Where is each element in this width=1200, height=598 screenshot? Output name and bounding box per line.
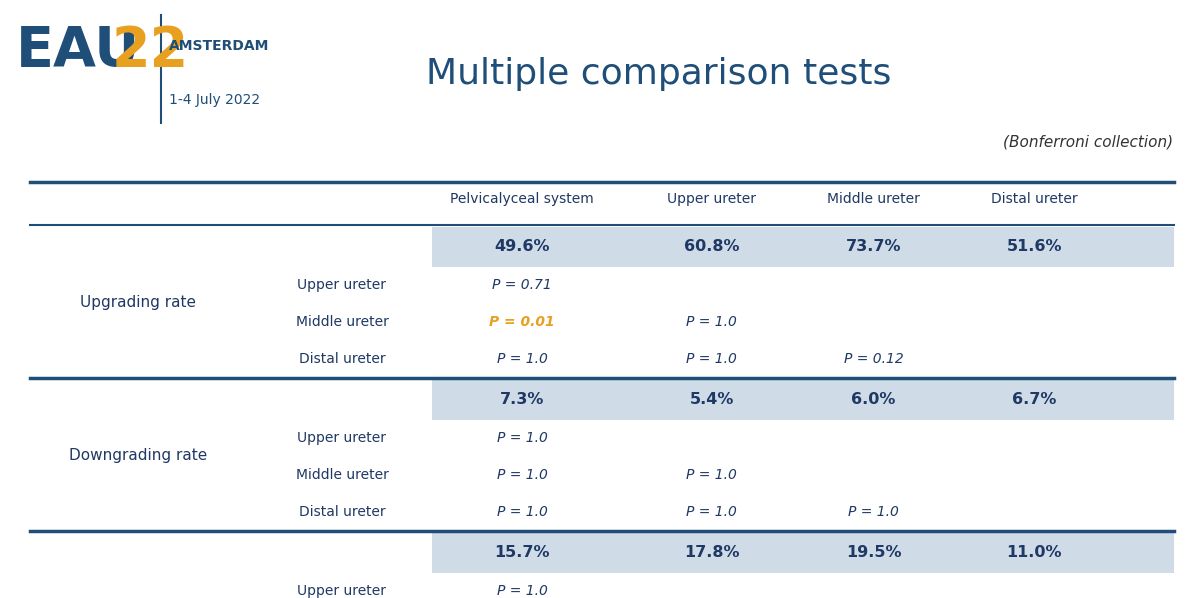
Text: P = 1.0: P = 1.0 [497, 468, 547, 483]
Text: EAU: EAU [16, 24, 140, 78]
Text: 19.5%: 19.5% [846, 545, 901, 560]
Text: Distal ureter: Distal ureter [299, 505, 385, 520]
Text: (Bonferroni collection): (Bonferroni collection) [1003, 135, 1174, 150]
Text: 1-4 July 2022: 1-4 July 2022 [169, 93, 260, 106]
Text: Downgrading rate: Downgrading rate [68, 448, 208, 463]
Text: P = 1.0: P = 1.0 [497, 584, 547, 598]
Text: 5.4%: 5.4% [690, 392, 733, 407]
Bar [432, 533, 1174, 573]
Bar [432, 380, 1174, 420]
Text: 6.0%: 6.0% [852, 392, 895, 407]
Text: P = 1.0: P = 1.0 [686, 315, 737, 329]
Text: P = 0.12: P = 0.12 [844, 352, 904, 367]
Text: Middle ureter: Middle ureter [295, 468, 389, 483]
Text: 17.8%: 17.8% [684, 545, 739, 560]
Text: 15.7%: 15.7% [494, 545, 550, 560]
Text: P = 0.01: P = 0.01 [490, 315, 554, 329]
Text: 51.6%: 51.6% [1007, 239, 1062, 254]
Text: Middle ureter: Middle ureter [827, 191, 920, 206]
Text: Multiple comparison tests: Multiple comparison tests [426, 57, 892, 91]
Text: Distal ureter: Distal ureter [299, 352, 385, 367]
Text: P = 1.0: P = 1.0 [497, 352, 547, 367]
Text: Upper ureter: Upper ureter [298, 584, 386, 598]
Text: 11.0%: 11.0% [1007, 545, 1062, 560]
Text: 73.7%: 73.7% [846, 239, 901, 254]
Text: Pelvicalyceal system: Pelvicalyceal system [450, 191, 594, 206]
Text: Upper ureter: Upper ureter [298, 278, 386, 292]
Text: P = 1.0: P = 1.0 [686, 505, 737, 520]
Text: P = 1.0: P = 1.0 [497, 431, 547, 446]
Text: 22: 22 [112, 24, 188, 78]
Text: 6.7%: 6.7% [1013, 392, 1056, 407]
Text: Middle ureter: Middle ureter [295, 315, 389, 329]
Text: 49.6%: 49.6% [494, 239, 550, 254]
Text: Upper ureter: Upper ureter [298, 431, 386, 446]
Text: AMSTERDAM: AMSTERDAM [169, 39, 270, 53]
Text: P = 1.0: P = 1.0 [686, 352, 737, 367]
Text: P = 1.0: P = 1.0 [848, 505, 899, 520]
Text: Distal ureter: Distal ureter [991, 191, 1078, 206]
Bar [432, 227, 1174, 267]
Text: P = 1.0: P = 1.0 [497, 505, 547, 520]
Text: P = 1.0: P = 1.0 [686, 468, 737, 483]
Text: P = 0.71: P = 0.71 [492, 278, 552, 292]
Text: Upper ureter: Upper ureter [667, 191, 756, 206]
Text: Upgrading rate: Upgrading rate [80, 295, 196, 310]
Text: 60.8%: 60.8% [684, 239, 739, 254]
Text: 7.3%: 7.3% [500, 392, 544, 407]
